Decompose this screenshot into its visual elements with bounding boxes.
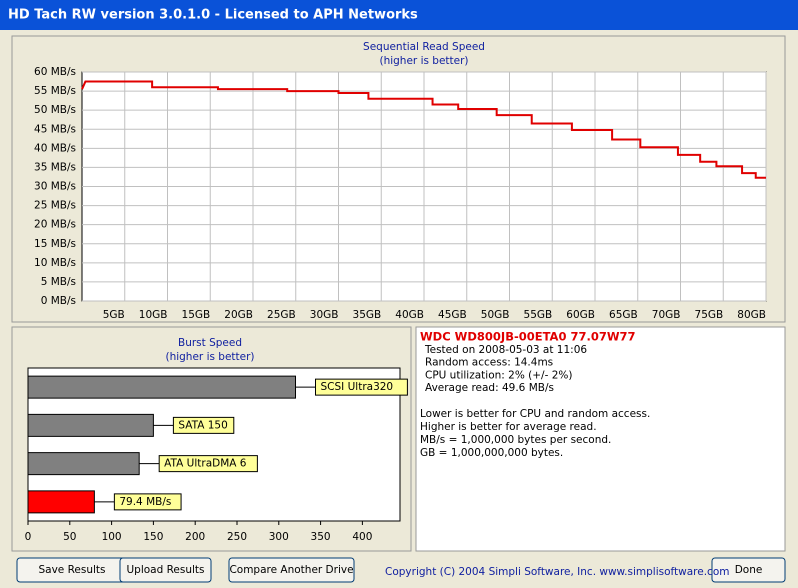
x-tick-label: 75GB [695, 309, 724, 321]
button-label[interactable]: Save Results [38, 564, 105, 576]
data-line [81, 80, 766, 179]
x-tick-label: 400 [352, 531, 372, 543]
x-tick-label: 300 [269, 531, 289, 543]
y-tick-label: 30 MB/s [34, 181, 76, 193]
y-tick-label: 25 MB/s [34, 200, 76, 212]
x-tick-label: 250 [227, 531, 247, 543]
x-tick-label: 65GB [609, 309, 638, 321]
x-tick-label: 35GB [353, 309, 382, 321]
x-tick-label: 30GB [310, 309, 339, 321]
bar-label: SATA 150 [178, 419, 227, 431]
chart-subtitle: (higher is better) [165, 351, 254, 363]
x-tick-label: 40GB [395, 309, 424, 321]
y-tick-label: 0 MB/s [41, 295, 76, 307]
x-tick-label: 50GB [481, 309, 510, 321]
chart-subtitle: (higher is better) [379, 55, 468, 67]
x-tick-label: 0 [25, 531, 32, 543]
x-tick-label: 55GB [524, 309, 553, 321]
bar [27, 490, 95, 514]
info-note: MB/s = 1,000,000 bytes per second. [420, 434, 611, 446]
button-label[interactable]: Compare Another Drive [229, 564, 353, 576]
info-detail: Tested on 2008-05-03 at 11:06 [424, 344, 587, 356]
bar [27, 375, 297, 399]
x-tick-label: 70GB [652, 309, 681, 321]
x-tick-label: 200 [185, 531, 205, 543]
x-tick-label: 150 [143, 531, 163, 543]
info-note: GB = 1,000,000,000 bytes. [420, 447, 563, 459]
chart-title: Sequential Read Speed [363, 41, 485, 53]
drive-name: WDC WD800JB-00ETA0 77.07W77 [420, 330, 636, 344]
y-tick-label: 10 MB/s [34, 257, 76, 269]
button-label[interactable]: Upload Results [126, 564, 204, 576]
y-tick-label: 35 MB/s [34, 161, 76, 173]
bar [27, 452, 140, 476]
y-tick-label: 5 MB/s [41, 276, 76, 288]
x-tick-label: 350 [311, 531, 331, 543]
info-detail: Average read: 49.6 MB/s [425, 382, 554, 394]
x-tick-label: 100 [102, 531, 122, 543]
x-tick-label: 10GB [139, 309, 168, 321]
button[interactable] [711, 557, 786, 583]
y-tick-label: 40 MB/s [34, 142, 76, 154]
x-tick-label: 20GB [224, 309, 253, 321]
info-detail: CPU utilization: 2% (+/- 2%) [425, 369, 572, 381]
info-note: Higher is better for average read. [420, 421, 597, 433]
x-tick-label: 60GB [566, 309, 595, 321]
bar-label: 79.4 MB/s [119, 496, 171, 508]
y-tick-label: 55 MB/s [34, 85, 76, 97]
y-tick-label: 50 MB/s [34, 104, 76, 116]
x-tick-label: 5GB [103, 309, 125, 321]
button[interactable] [228, 557, 355, 583]
x-tick-label: 45GB [438, 309, 467, 321]
x-tick-label: 15GB [182, 309, 211, 321]
x-tick-label: 25GB [267, 309, 296, 321]
button-label[interactable]: Done [735, 564, 763, 576]
y-tick-label: 20 MB/s [34, 219, 76, 231]
bar-label: ATA UltraDMA 6 [164, 458, 247, 470]
info-note: Lower is better for CPU and random acces… [420, 408, 650, 420]
y-tick-label: 45 MB/s [34, 123, 76, 135]
button[interactable] [119, 557, 212, 583]
x-tick-label: 80GB [737, 309, 766, 321]
y-tick-label: 15 MB/s [34, 238, 76, 250]
bar [27, 413, 154, 437]
footer: Copyright (C) 2004 Simpli Software, Inc.… [385, 566, 729, 578]
title-bar [0, 0, 798, 30]
chart-title: Burst Speed [178, 337, 242, 349]
info-panel [415, 326, 786, 552]
bar-label: SCSI Ultra320 [321, 381, 394, 393]
info-detail: Random access: 14.4ms [425, 357, 553, 369]
x-tick-label: 50 [63, 531, 76, 543]
y-tick-label: 60 MB/s [34, 66, 76, 78]
window-title: HD Tach RW version 3.0.1.0 - Licensed to… [8, 8, 418, 23]
